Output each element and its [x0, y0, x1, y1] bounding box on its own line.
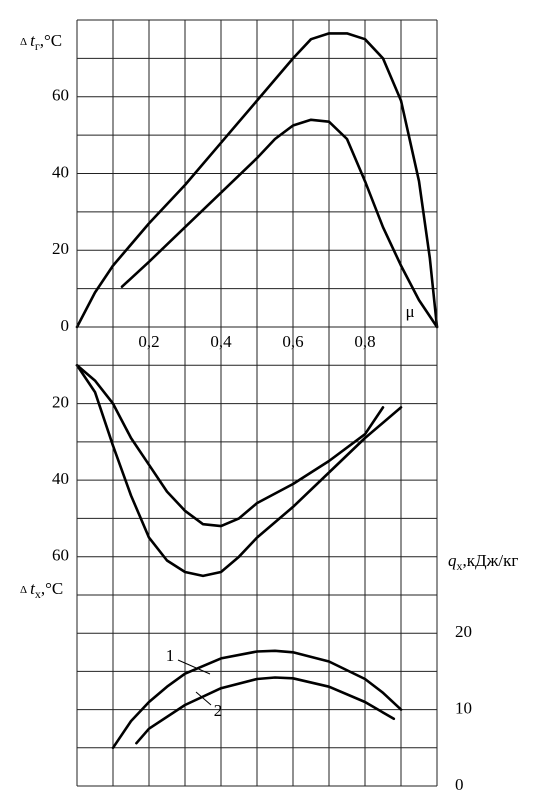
label-symbol: Δ: [20, 584, 27, 596]
line-series: [75, 364, 385, 528]
line-series: [111, 649, 403, 750]
y-tick-label: 60: [52, 546, 69, 565]
label-unit: ,кДж/кг: [463, 551, 519, 570]
y-tick-label: 20: [52, 392, 69, 411]
label-variable: t: [30, 579, 36, 598]
y-tick-label: 20: [455, 622, 472, 641]
label-unit: ,°C: [40, 31, 62, 50]
leader-line: [177, 659, 211, 675]
leader-line: [195, 691, 212, 706]
y-tick-label: 60: [52, 86, 69, 105]
line-series: [75, 364, 403, 578]
label-subscript: х: [35, 587, 41, 601]
label-unit: ,°C: [41, 579, 63, 598]
line-series: [120, 118, 439, 329]
y-tick-label: 20: [52, 239, 69, 258]
y-axis-label: qх,кДж/кг: [448, 551, 518, 573]
series-label: 2: [214, 701, 223, 720]
y-tick-label: 40: [52, 162, 69, 181]
x-axis-label: μ: [405, 302, 414, 321]
label-variable: t: [30, 31, 36, 50]
y-tick-label: 10: [455, 699, 472, 718]
line-series: [75, 32, 439, 329]
y-tick-label: 0: [61, 316, 70, 335]
label-symbol: Δ: [20, 36, 27, 48]
y-tick-label: 0: [455, 775, 464, 794]
label-variable: q: [448, 551, 457, 570]
series-label: 1: [166, 646, 175, 665]
label-subscript: х: [457, 559, 463, 573]
y-tick-label: 40: [52, 469, 69, 488]
line-series: [135, 676, 396, 745]
label-subscript: г: [35, 39, 40, 53]
